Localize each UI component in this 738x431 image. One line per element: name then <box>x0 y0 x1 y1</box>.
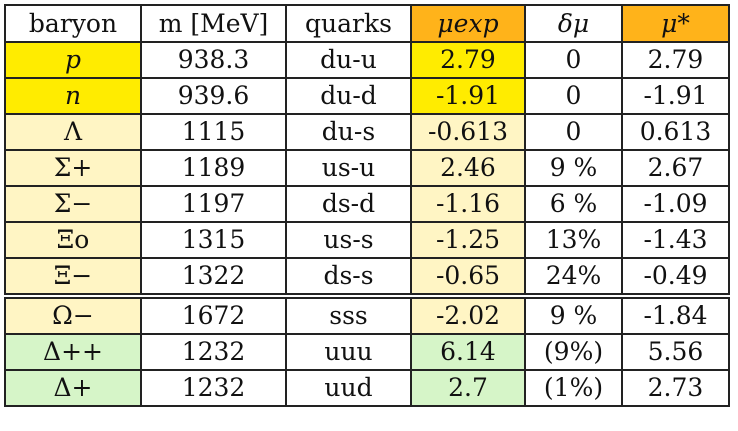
quarks-cell: du-s <box>285 113 412 151</box>
header-row: baryon m [MeV] quarks μexp δμ μ* <box>4 4 730 43</box>
mu-star-cell: -1.09 <box>621 185 730 223</box>
table-row: Ω− 1672 sss -2.02 9 % -1.84 <box>4 293 730 335</box>
baryon-cell: n <box>4 77 142 115</box>
mu-exp-cell: -2.02 <box>410 293 526 335</box>
baryon-cell: Δ+ <box>4 369 142 407</box>
table-row: n 939.6 du-d -1.91 0 -1.91 <box>4 77 730 115</box>
baryon-cell: Δ++ <box>4 333 142 371</box>
table-row: Ξ− 1322 ds-s -0.65 24% -0.49 <box>4 257 730 297</box>
mu-exp-cell: -1.25 <box>410 221 526 259</box>
table-row: Δ++ 1232 uuu 6.14 (9%) 5.56 <box>4 333 730 371</box>
mass-cell: 1189 <box>140 149 287 187</box>
delta-cell: (1%) <box>524 369 623 407</box>
mu-star-cell: 5.56 <box>621 333 730 371</box>
mu-star-cell: 0.613 <box>621 113 730 151</box>
mass-cell: 1197 <box>140 185 287 223</box>
mu-exp-cell: -1.16 <box>410 185 526 223</box>
table-row: p 938.3 du-u 2.79 0 2.79 <box>4 41 730 79</box>
delta-cell: 6 % <box>524 185 623 223</box>
quarks-cell: du-u <box>285 41 412 79</box>
mu-exp-cell: 2.7 <box>410 369 526 407</box>
header-delta-mu: δμ <box>524 4 623 43</box>
mass-cell: 938.3 <box>140 41 287 79</box>
baryon-cell: Ξ− <box>4 257 142 297</box>
baryon-cell: Σ− <box>4 185 142 223</box>
mu-exp-cell: -0.65 <box>410 257 526 297</box>
table-row: Σ+ 1189 us-u 2.46 9 % 2.67 <box>4 149 730 187</box>
mu-star-cell: -1.43 <box>621 221 730 259</box>
header-mu-exp: μexp <box>410 4 526 43</box>
delta-cell: 24% <box>524 257 623 297</box>
mu-star-cell: -0.49 <box>621 257 730 297</box>
mu-star-cell: -1.84 <box>621 293 730 335</box>
delta-cell: 9 % <box>524 149 623 187</box>
baryon-cell: Ξo <box>4 221 142 259</box>
quarks-cell: du-d <box>285 77 412 115</box>
delta-cell: 0 <box>524 41 623 79</box>
mu-exp-cell: 6.14 <box>410 333 526 371</box>
mu-star-cell: 2.79 <box>621 41 730 79</box>
mass-cell: 1315 <box>140 221 287 259</box>
baryon-magnetic-moments-table: baryon m [MeV] quarks μexp δμ μ* p 938.3 d… <box>4 4 730 407</box>
baryon-cell: Λ <box>4 113 142 151</box>
table-row: Δ+ 1232 uud 2.7 (1%) 2.73 <box>4 369 730 407</box>
mu-star-cell: -1.91 <box>621 77 730 115</box>
mass-cell: 939.6 <box>140 77 287 115</box>
quarks-cell: us-u <box>285 149 412 187</box>
table-row: Σ− 1197 ds-d -1.16 6 % -1.09 <box>4 185 730 223</box>
mu-exp-cell: 2.79 <box>410 41 526 79</box>
baryon-cell: Σ+ <box>4 149 142 187</box>
mass-cell: 1115 <box>140 113 287 151</box>
delta-cell: 0 <box>524 113 623 151</box>
quarks-cell: sss <box>285 293 412 335</box>
mass-cell: 1322 <box>140 257 287 297</box>
header-mu-star: μ* <box>621 4 730 43</box>
mu-star-cell: 2.73 <box>621 369 730 407</box>
mass-cell: 1672 <box>140 293 287 335</box>
mu-exp-cell: -1.91 <box>410 77 526 115</box>
quarks-cell: ds-s <box>285 257 412 297</box>
quarks-cell: uuu <box>285 333 412 371</box>
baryon-cell: Ω− <box>4 293 142 335</box>
table-row: Ξo 1315 us-s -1.25 13% -1.43 <box>4 221 730 259</box>
delta-cell: 13% <box>524 221 623 259</box>
mu-star-cell: 2.67 <box>621 149 730 187</box>
baryon-cell: p <box>4 41 142 79</box>
delta-cell: 9 % <box>524 293 623 335</box>
quarks-cell: ds-d <box>285 185 412 223</box>
header-quarks: quarks <box>285 4 412 43</box>
mu-exp-cell: 2.46 <box>410 149 526 187</box>
header-baryon: baryon <box>4 4 142 43</box>
quarks-cell: us-s <box>285 221 412 259</box>
header-mass: m [MeV] <box>140 4 287 43</box>
mu-exp-cell: -0.613 <box>410 113 526 151</box>
delta-cell: 0 <box>524 77 623 115</box>
delta-cell: (9%) <box>524 333 623 371</box>
table-row: Λ 1115 du-s -0.613 0 0.613 <box>4 113 730 151</box>
quarks-cell: uud <box>285 369 412 407</box>
mass-cell: 1232 <box>140 369 287 407</box>
mass-cell: 1232 <box>140 333 287 371</box>
